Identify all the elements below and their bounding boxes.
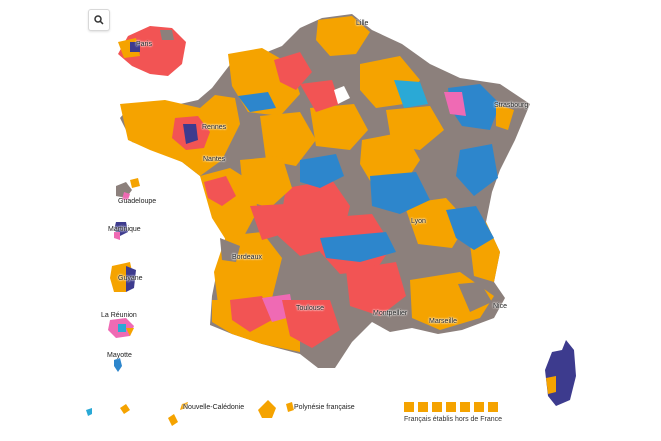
label-reunion: La Réunion xyxy=(101,312,137,319)
corsica[interactable] xyxy=(545,340,576,406)
label-martinique: Martinique xyxy=(108,226,141,233)
label-guadeloupe: Guadeloupe xyxy=(118,198,157,205)
legend-swatch[interactable] xyxy=(418,402,428,412)
label-polynesie: Polynésie française xyxy=(294,404,355,411)
search-button[interactable] xyxy=(88,9,110,31)
nouvelle-caledonie-shape[interactable] xyxy=(180,402,188,410)
guadeloupe-shape[interactable] xyxy=(116,178,140,200)
overseas-territories xyxy=(86,178,294,426)
label-mayotte: Mayotte xyxy=(107,352,132,359)
legend-francais-etranger: Français établis hors de France xyxy=(404,402,504,423)
mayotte-shape[interactable] xyxy=(114,358,122,372)
legend-label: Français établis hors de France xyxy=(404,416,503,423)
label-rennes: Rennes xyxy=(202,124,227,131)
label-montpellier: Montpellier xyxy=(373,310,408,317)
search-icon xyxy=(94,15,104,25)
label-guyane: Guyane xyxy=(118,275,143,282)
legend-swatches xyxy=(404,402,504,412)
label-lille: Lille xyxy=(356,20,369,27)
label-bordeaux: Bordeaux xyxy=(232,254,262,261)
label-strasbourg: Strasbourg xyxy=(494,102,529,109)
label-toulouse: Toulouse xyxy=(296,305,325,312)
reunion-shape[interactable] xyxy=(108,318,134,338)
label-nantes: Nantes xyxy=(203,156,226,163)
label-paris: Paris xyxy=(136,41,152,48)
legend-swatch[interactable] xyxy=(432,402,442,412)
paris-inset[interactable] xyxy=(118,26,186,76)
legend-swatch[interactable] xyxy=(460,402,470,412)
legend-swatch[interactable] xyxy=(446,402,456,412)
label-nouvelle-caledonie: Nouvelle-Calédonie xyxy=(183,404,245,411)
mainland-france xyxy=(120,14,530,368)
label-lyon: Lyon xyxy=(411,218,426,225)
legend-swatch[interactable] xyxy=(404,402,414,412)
legend-swatch[interactable] xyxy=(474,402,484,412)
legend-swatch[interactable] xyxy=(488,402,498,412)
guyane-shape[interactable] xyxy=(110,262,136,292)
label-marseille: Marseille xyxy=(429,318,458,325)
label-nice: Nice xyxy=(493,303,508,310)
polynesie-shape[interactable] xyxy=(286,402,294,412)
